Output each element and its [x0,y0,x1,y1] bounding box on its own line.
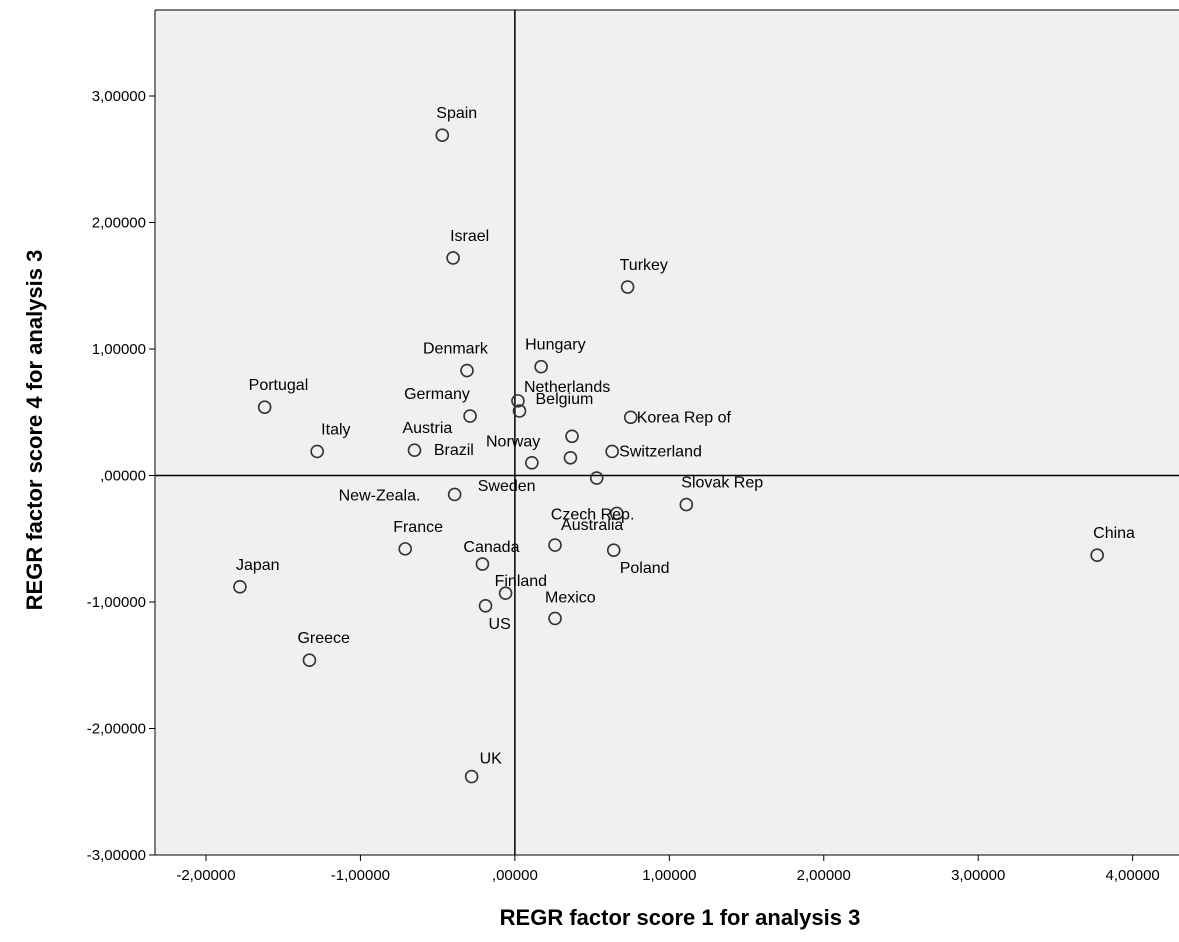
x-axis-title: REGR factor score 1 for analysis 3 [500,905,861,930]
data-point [398,542,413,556]
data-point [478,599,493,613]
y-axis-title: REGR factor score 4 for analysis 3 [22,250,47,611]
data-point [605,444,619,459]
point-label: Poland [620,560,670,577]
data-point [534,359,548,374]
data-point [446,251,460,265]
x-tick-label: -1,00000 [331,867,390,884]
point-label: Spain [436,105,477,122]
point-label: Greece [297,630,350,647]
data-point [302,653,317,667]
point-label: Sweden [478,478,536,495]
point-label: Hungary [525,337,585,354]
x-tick-label: 4,00000 [1106,867,1160,884]
data-point [610,506,624,521]
y-tick-label: ,00000 [100,468,146,485]
data-point [679,497,694,512]
point-label: Japan [236,557,280,574]
y-tick-label: -1,00000 [87,594,146,611]
y-tick-label: 3,00000 [92,88,146,105]
data-point [548,611,562,626]
point-label: Australia [561,517,623,534]
data-point [463,409,477,423]
y-tick-label: 2,00000 [92,215,146,232]
x-tick-label: -2,00000 [176,867,235,884]
point-label: Belgium [536,391,594,408]
point-label: Brazil [434,442,474,459]
point-label: Denmark [423,341,489,358]
point-label: Turkey [620,257,668,274]
data-point [447,487,462,502]
point-label: Korea Rep of [637,409,732,426]
point-label: New-Zeala. [339,487,421,504]
point-label: Netherlands [524,379,610,396]
y-tick-label: -2,00000 [87,721,146,738]
point-label: Canada [463,539,519,556]
data-point [233,580,247,594]
data-point [548,538,562,552]
data-point [475,557,490,571]
y-tick-label: 1,00000 [92,341,146,358]
data-point [606,543,621,557]
data-point [1090,548,1104,563]
point-label: Finland [495,573,547,590]
data-point [257,400,272,415]
point-label: Germany [404,386,470,403]
point-label: Mexico [545,589,596,606]
data-point [310,444,324,459]
data-point [512,404,527,418]
point-label: Norway [486,433,540,450]
point-label: Israel [450,228,489,245]
data-point [498,586,513,600]
point-label: Slovak Rep [681,475,763,492]
plot-area [155,10,1179,855]
data-point [435,128,450,143]
point-label: UK [480,751,503,768]
x-tick-label: ,00000 [492,867,538,884]
x-tick-label: 2,00000 [797,867,851,884]
x-tick-label: 3,00000 [951,867,1005,884]
point-label: Switzerland [619,443,702,460]
point-label: France [393,519,443,536]
y-tick-label: -3,00000 [87,847,146,864]
data-point [525,456,539,470]
data-point [407,443,422,458]
data-point [563,450,578,465]
x-tick-label: 1,00000 [642,867,696,884]
point-label: Austria [402,420,452,437]
point-label: Portugal [249,377,309,394]
data-point [620,280,635,294]
point-label: Italy [321,421,350,438]
point-label: US [489,616,511,633]
data-point [511,394,525,408]
data-point [565,429,579,444]
data-point [460,363,474,378]
data-point [464,769,479,784]
data-point [623,410,638,425]
data-point [589,471,604,485]
point-label: Czech Rep. [551,506,635,523]
point-label: China [1093,525,1135,542]
